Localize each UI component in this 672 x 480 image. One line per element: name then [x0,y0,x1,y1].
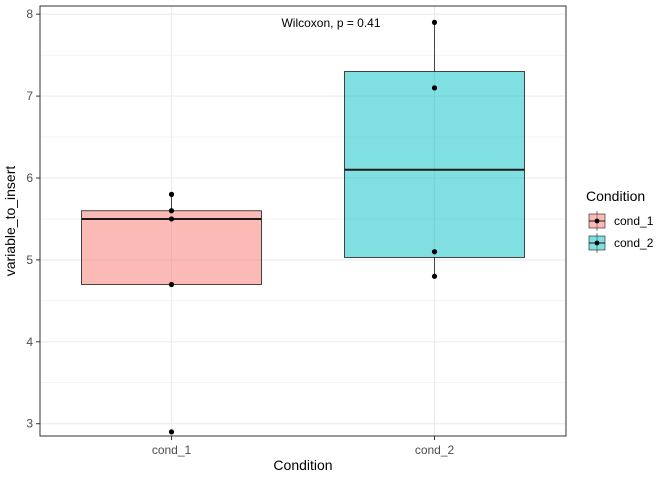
y-tick-label: 4 [26,335,33,349]
data-point [168,208,175,214]
data-point [168,191,175,197]
legend-item-cond_2: cond_2 [588,233,654,253]
axes: 3 4 5 6 7 8 cond_1 cond_2 [26,7,454,457]
legend: Condition cond_1 cond_2 [586,188,654,253]
y-tick-label: 8 [26,7,33,21]
y-tick-label: 7 [26,89,33,103]
data-point [431,273,438,279]
data-point [168,281,175,288]
panel-border [39,5,567,437]
data-point [431,19,438,25]
y-tick-label: 6 [26,171,33,185]
legend-label: cond_2 [614,236,654,250]
data-point [168,429,175,435]
data-point [431,85,438,91]
legend-key-point [594,218,600,224]
boxes [81,22,525,285]
data-points [168,19,438,435]
y-axis-title: variable_to_insert [2,166,18,277]
y-tick-label: 3 [26,417,33,431]
box-cond_1 [81,210,262,285]
box-cond_2 [344,71,525,258]
legend-entries: cond_1 cond_2 [588,211,654,253]
data-point [168,216,175,222]
legend-key-point [594,240,600,246]
legend-title: Condition [586,188,645,204]
x-tick-label: cond_1 [152,443,192,457]
y-tick-label: 5 [26,253,33,267]
x-axis-title: Condition [273,457,332,473]
x-tick-label: cond_2 [415,443,455,457]
data-point [431,249,438,255]
test-annotation: Wilcoxon, p = 0.41 [281,16,380,30]
legend-label: cond_1 [614,214,654,228]
legend-item-cond_1: cond_1 [588,211,654,231]
